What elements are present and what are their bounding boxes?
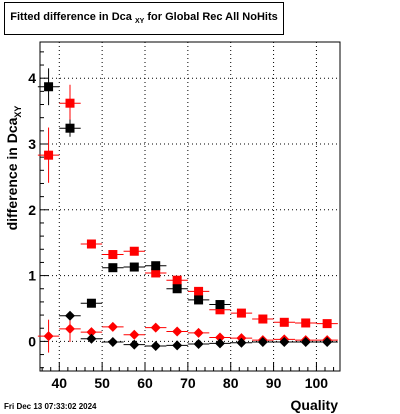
data-point-square [194,286,204,296]
data-point-diamond [300,337,311,348]
data-point-square [151,268,161,278]
y-tick-label: 2 [28,202,36,218]
grid-lines [40,42,340,371]
data-point-diamond [129,329,140,340]
data-point-diamond [215,332,225,343]
data-point-diamond [279,337,290,348]
data-point-diamond [172,326,183,337]
data-point-diamond [43,331,54,342]
data-point-diamond [86,327,97,338]
chart-title-subscript: XY [134,18,145,26]
x-tick-label: 100 [305,375,329,391]
axis-ticks [40,51,335,371]
data-point-square [194,295,204,305]
data-point-square [65,98,75,108]
data-point-diamond [107,337,118,348]
data-point-diamond [193,339,204,350]
data-point-square [129,262,139,272]
y-tick-label: 4 [28,70,36,86]
y-tick-label: 0 [28,333,36,349]
data-point-diamond [65,323,75,334]
data-point-square [236,308,246,318]
tick-labels: 40 50 60 70 80 90 100 0 1 2 3 4 [28,70,328,391]
data-point-diamond [193,327,204,338]
chart-title: Fitted difference in Dca XY for Global R… [5,11,283,25]
data-point-diamond [107,321,118,332]
data-point-diamond [86,333,97,344]
data-point-diamond [322,337,333,348]
x-tick-label: 50 [94,375,110,391]
data-point-square [108,263,118,273]
data-point-square [44,150,54,160]
y-axis-title: difference in DcaXY [4,106,23,231]
data-point-diamond [172,340,183,351]
data-point-square [44,82,54,92]
data-point-square [172,275,182,285]
chart-title-box: Fitted difference in Dca XY for Global R… [4,2,284,35]
data-point-square [86,298,96,308]
data-point-square [215,305,225,315]
x-tick-label: 60 [137,375,153,391]
data-point-diamond [236,337,247,348]
data-point-square [86,239,96,249]
data-point-square [129,246,139,256]
data-point-square [322,319,332,329]
y-axis-title-main: difference in Dca [4,117,20,230]
x-tick-label: 40 [51,375,67,391]
data-point-diamond [150,340,161,351]
data-point-diamond [215,338,225,349]
x-axis-title: Quality [291,397,339,413]
data-point-square [108,250,118,260]
plot-frame [39,41,341,372]
data-point-square [258,314,268,324]
data-point-square [65,123,75,133]
data-point-square [301,318,311,328]
data-point-square [215,300,225,310]
y-tick-label: 1 [28,268,36,284]
x-tick-label: 80 [223,375,239,391]
data-point-square [172,284,182,294]
data-point-square [279,317,289,327]
data-point-diamond [129,339,140,350]
x-tick-label: 90 [266,375,282,391]
data-point-diamond [150,322,161,333]
y-axis-title-subscript: XY [13,106,23,118]
footer-datestamp: Fri Dec 13 07:33:02 2024 [4,402,97,411]
data-markers [37,68,338,353]
data-point-diamond [65,310,75,321]
y-tick-label: 3 [28,136,36,152]
x-tick-label: 70 [180,375,196,391]
chart-title-prefix: Fitted difference in Dca [10,11,132,23]
data-point-square [151,261,161,271]
chart-title-suffix: for Global Rec All NoHits [147,11,278,23]
data-point-diamond [257,337,268,348]
